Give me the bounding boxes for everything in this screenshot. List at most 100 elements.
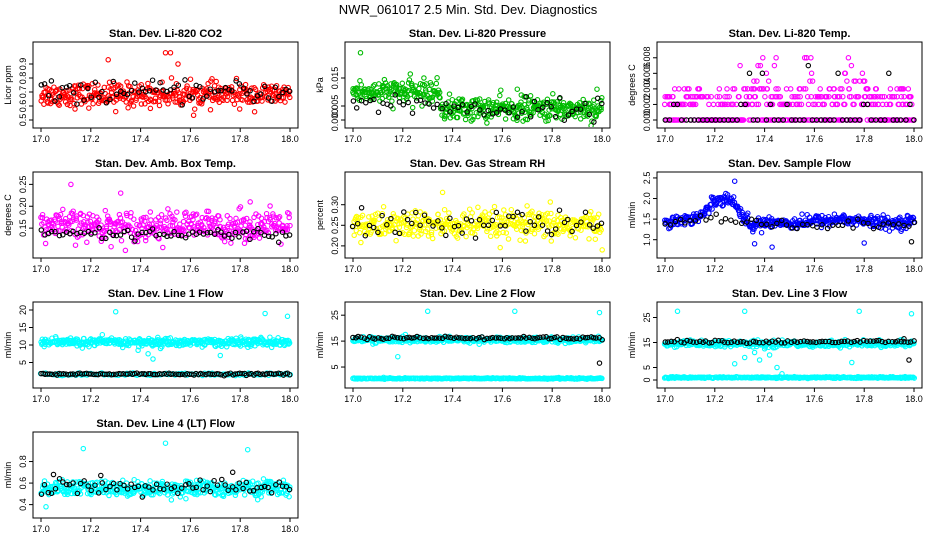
data-point-pressure-ref xyxy=(358,97,365,104)
data-point-sampleflow-ref xyxy=(677,216,684,223)
data-point-rh-main xyxy=(482,209,488,215)
x-tick-label-sampleflow: 17.0 xyxy=(656,264,674,274)
data-point-boxtemp-main xyxy=(237,204,244,210)
data-point-temp-main xyxy=(809,78,816,84)
plot-frame-rh xyxy=(344,171,611,259)
data-point-co2-ref xyxy=(139,85,146,92)
data-point-co2-main xyxy=(236,106,243,112)
data-point-co2-main xyxy=(167,50,174,56)
x-tick-label-pressure: 18.0 xyxy=(593,134,611,144)
data-point-co2-main xyxy=(117,83,124,89)
data-point-rh-ref xyxy=(443,232,449,239)
data-point-temp-main xyxy=(887,86,894,92)
data-point-pressure-ref xyxy=(459,101,466,108)
data-point-sampleflow-ref xyxy=(911,219,918,226)
data-point-boxtemp-main xyxy=(108,243,114,250)
data-point-sampleflow-main xyxy=(730,194,737,200)
data-point-boxtemp-ref xyxy=(139,229,145,236)
x-tick-label-rh: 17.8 xyxy=(543,264,561,274)
y-axis-label-sampleflow: ml/min xyxy=(627,202,637,229)
x-tick-label-line2: 17.6 xyxy=(494,394,512,404)
data-point-pressure-ref xyxy=(586,111,593,118)
data-point-temp-main xyxy=(796,101,802,108)
x-tick-label-line2: 18.0 xyxy=(593,394,611,404)
data-point-co2-main xyxy=(56,102,62,108)
data-point-co2-main xyxy=(168,75,175,81)
data-point-temp-ref xyxy=(894,117,900,123)
data-point-boxtemp-main xyxy=(82,224,88,230)
data-point-temp-main xyxy=(666,93,673,100)
data-point-boxtemp-ref xyxy=(107,229,113,236)
data-point-sampleflow-main xyxy=(750,229,756,235)
data-point-boxtemp-main xyxy=(258,215,265,222)
data-point-temp-main xyxy=(840,93,846,100)
data-point-co2-ref xyxy=(272,84,279,91)
x-tick-label-line3: 17.0 xyxy=(656,394,674,404)
data-point-temp-main xyxy=(872,93,878,100)
data-point-temp-ref xyxy=(734,117,740,123)
data-point-rh-ref xyxy=(388,215,394,222)
data-point-co2-ref xyxy=(74,101,80,107)
plot-title-sampleflow: Stan. Dev. Sample Flow xyxy=(728,158,851,170)
data-point-boxtemp-main xyxy=(52,218,58,224)
data-point-temp-ref xyxy=(674,101,681,108)
y-tick-label-line2: 25 xyxy=(330,310,340,320)
data-point-temp-main xyxy=(804,93,811,100)
data-point-line2-ref xyxy=(546,335,552,342)
y-tick-label-boxtemp: 0.15 xyxy=(18,219,28,237)
data-point-rh-main xyxy=(395,216,401,222)
data-point-line1-ref xyxy=(168,371,174,378)
data-point-rh-main xyxy=(538,223,544,230)
data-point-boxtemp-main xyxy=(212,218,218,225)
data-point-rh-ref xyxy=(354,220,361,227)
data-point-temp-main xyxy=(901,93,907,100)
data-point-rh-ref xyxy=(586,222,593,228)
data-point-sampleflow-ref xyxy=(744,219,750,225)
plot-frame-co2 xyxy=(32,41,299,129)
data-point-pressure-ref xyxy=(519,108,525,115)
data-point-temp-ref xyxy=(831,117,837,123)
x-tick-label-pressure: 17.8 xyxy=(543,134,561,144)
data-point-rh-ref xyxy=(527,218,533,225)
data-point-pressure-ref xyxy=(472,101,478,107)
y-tick-label-line1: 10 xyxy=(18,340,28,350)
data-point-pressure-ref xyxy=(527,114,534,120)
data-point-temp-main xyxy=(777,93,784,100)
data-point-line1-ref xyxy=(200,371,206,377)
data-point-boxtemp-ref xyxy=(232,229,239,236)
data-point-pressure-main xyxy=(444,109,450,115)
data-point-line2-ref xyxy=(423,335,429,341)
data-point-temp-main xyxy=(724,93,730,100)
data-point-co2-ref xyxy=(175,82,182,88)
data-point-boxtemp-main xyxy=(153,217,159,223)
data-point-co2-ref xyxy=(236,81,243,87)
data-point-pressure-main xyxy=(527,93,534,99)
data-point-temp-main xyxy=(817,86,823,92)
data-point-line1-main xyxy=(157,345,164,352)
data-point-line2-ref xyxy=(526,334,533,341)
data-point-co2-main xyxy=(186,86,193,92)
data-point-pressure-main xyxy=(383,86,389,92)
data-point-temp-main xyxy=(891,93,898,100)
data-point-co2-main xyxy=(171,87,177,93)
data-point-pressure-ref xyxy=(396,99,403,105)
x-tick-label-co2: 17.4 xyxy=(132,134,150,144)
data-point-rh-ref xyxy=(375,229,381,236)
y-tick-label-boxtemp: 0.25 xyxy=(18,176,28,194)
data-point-boxtemp-main xyxy=(66,222,72,228)
data-point-temp-main xyxy=(774,93,780,100)
x-tick-label-co2: 17.0 xyxy=(32,134,50,144)
data-point-co2-main xyxy=(105,57,111,63)
data-point-co2-main xyxy=(245,88,251,94)
data-point-pressure-main xyxy=(416,85,422,92)
data-point-rh-main xyxy=(366,214,372,220)
data-point-temp-main xyxy=(753,101,760,108)
x-tick-label-boxtemp: 17.0 xyxy=(32,264,50,274)
data-point-co2-main xyxy=(147,105,154,112)
data-point-line2-ref xyxy=(484,335,490,342)
data-point-temp-ref xyxy=(856,117,863,123)
data-point-co2-main xyxy=(224,93,231,100)
data-point-line2-ref xyxy=(389,333,395,340)
data-point-sampleflow-ref xyxy=(708,214,714,221)
